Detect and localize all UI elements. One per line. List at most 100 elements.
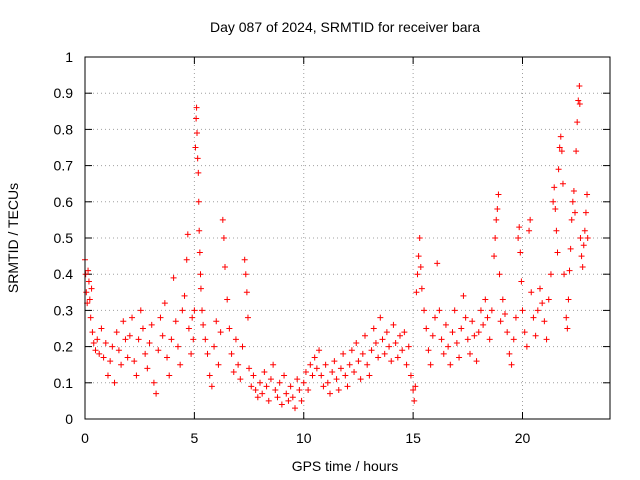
data-point xyxy=(177,361,184,368)
data-point xyxy=(491,253,498,260)
data-point xyxy=(506,350,513,357)
data-point xyxy=(329,368,336,375)
data-point xyxy=(191,307,198,314)
data-point xyxy=(342,372,349,379)
data-point xyxy=(388,358,395,365)
data-point xyxy=(146,339,153,346)
data-point xyxy=(85,267,92,274)
data-series-srmtid xyxy=(82,82,591,412)
data-point xyxy=(547,271,554,278)
data-point xyxy=(580,242,587,249)
data-point xyxy=(355,358,362,365)
data-point xyxy=(241,256,248,263)
data-point xyxy=(351,368,358,375)
data-point xyxy=(120,318,127,325)
data-point xyxy=(394,354,401,361)
y-tick-label: 0.9 xyxy=(54,85,74,101)
data-point xyxy=(577,235,584,241)
data-point xyxy=(417,263,424,270)
data-point xyxy=(196,249,203,256)
data-point xyxy=(172,318,179,325)
data-point xyxy=(261,368,268,375)
data-point xyxy=(153,390,160,397)
data-point xyxy=(316,347,323,354)
data-point xyxy=(574,119,581,126)
data-point xyxy=(413,289,420,296)
data-point xyxy=(340,350,347,357)
data-point xyxy=(213,318,220,325)
data-point xyxy=(543,336,550,343)
data-point xyxy=(510,336,517,343)
data-point xyxy=(248,383,255,390)
data-point xyxy=(174,343,181,350)
data-point xyxy=(85,278,92,285)
plot-frame xyxy=(84,56,611,420)
data-point xyxy=(157,314,164,321)
data-point xyxy=(200,321,207,328)
data-point xyxy=(379,336,386,343)
data-point xyxy=(88,285,95,292)
data-point xyxy=(305,387,312,394)
data-point xyxy=(274,394,281,401)
data-point xyxy=(557,133,564,140)
data-point xyxy=(142,350,149,357)
data-point xyxy=(318,372,325,379)
data-point xyxy=(283,390,290,397)
data-point xyxy=(397,332,403,339)
data-point xyxy=(469,318,476,325)
data-point xyxy=(464,336,471,343)
data-point xyxy=(181,292,188,299)
data-point xyxy=(432,314,438,321)
data-point xyxy=(222,263,228,270)
data-point xyxy=(263,383,270,390)
data-point xyxy=(434,260,441,267)
data-point xyxy=(532,332,539,339)
data-point xyxy=(423,325,430,332)
data-point xyxy=(126,332,133,339)
data-point xyxy=(272,387,279,394)
data-point xyxy=(168,336,175,343)
data-point xyxy=(567,245,574,252)
data-point xyxy=(556,144,563,151)
data-point xyxy=(515,235,522,241)
data-point xyxy=(480,321,487,328)
data-point xyxy=(517,249,524,256)
data-point xyxy=(150,379,157,386)
data-point xyxy=(453,339,460,346)
data-point xyxy=(573,148,580,155)
data-point xyxy=(170,274,177,281)
y-tick-label: 0.7 xyxy=(54,158,74,174)
data-point xyxy=(530,314,537,321)
data-point xyxy=(254,394,261,401)
data-point xyxy=(411,397,418,404)
y-tick-label: 0.2 xyxy=(54,339,74,355)
data-point xyxy=(322,361,329,368)
data-point xyxy=(139,325,146,332)
data-point xyxy=(534,307,541,314)
data-point xyxy=(102,339,109,346)
x-tick-label: 5 xyxy=(190,430,198,446)
data-point xyxy=(115,347,122,354)
data-point xyxy=(107,358,114,365)
data-point xyxy=(403,361,410,368)
data-point xyxy=(219,216,226,223)
data-point xyxy=(550,198,557,205)
data-point xyxy=(425,347,432,354)
x-tick-label: 0 xyxy=(81,430,89,446)
data-point xyxy=(429,332,436,339)
data-point xyxy=(582,209,589,216)
data-point xyxy=(242,271,249,278)
y-tick-label: 1 xyxy=(65,49,73,65)
data-point xyxy=(285,397,292,404)
data-point xyxy=(390,321,397,328)
data-point xyxy=(335,387,342,394)
data-point xyxy=(366,372,373,379)
data-point xyxy=(161,300,168,307)
data-point xyxy=(492,235,499,241)
data-point xyxy=(559,180,566,187)
data-point xyxy=(563,314,570,321)
data-point xyxy=(399,347,406,354)
data-point xyxy=(473,358,480,365)
data-point xyxy=(484,314,491,321)
